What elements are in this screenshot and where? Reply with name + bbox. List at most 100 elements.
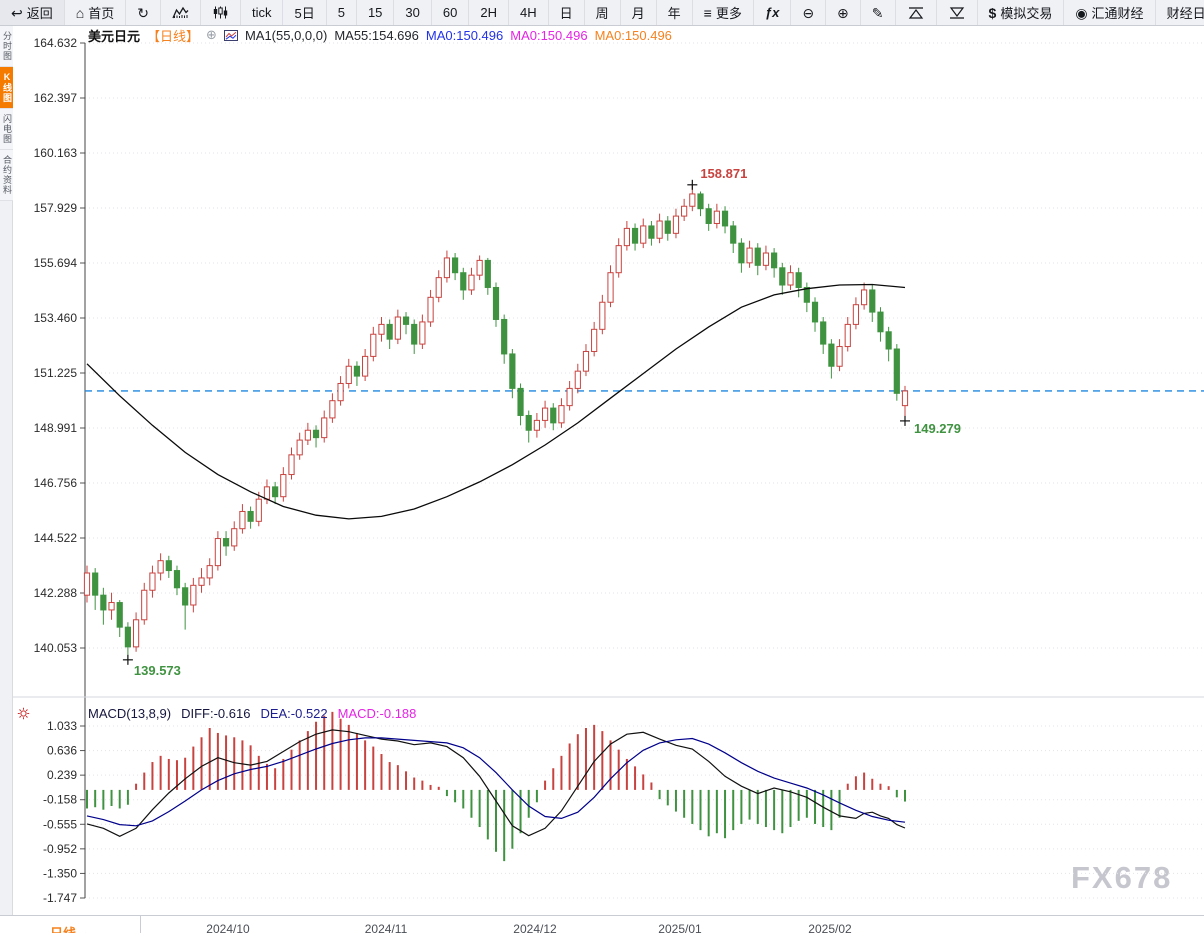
toolbar-item-marker-up[interactable]	[896, 0, 937, 25]
toolbar-item-more[interactable]: ≡ 更多	[693, 0, 754, 25]
macd-title: MACD(13,8,9)	[88, 705, 172, 721]
toolbar-item-period-week[interactable]: 周	[585, 0, 621, 25]
fx-indicator-icon: ƒx	[764, 5, 780, 20]
candle-chart-icon	[212, 6, 229, 19]
toolbar-item-period-2h[interactable]: 2H	[469, 0, 509, 25]
svg-text:160.163: 160.163	[34, 146, 78, 160]
draw-icon: ✎	[871, 4, 884, 21]
toolbar-item-label: 首页	[88, 6, 115, 21]
refresh-icon: ↻	[137, 4, 149, 21]
toolbar-item-label: 返回	[26, 6, 53, 21]
toolbar-item-period-5[interactable]: 5	[327, 0, 357, 25]
toolbar-item-period-year[interactable]: 年	[657, 0, 693, 25]
toolbar-item-label: 年	[667, 6, 681, 21]
toolbar-item-period-4h[interactable]: 4H	[509, 0, 549, 25]
toolbar-item-label: 更多	[715, 6, 742, 21]
home-icon: ⌂	[75, 4, 85, 21]
svg-text:-0.555: -0.555	[43, 817, 77, 831]
svg-text:0.636: 0.636	[47, 744, 77, 758]
bottom-bar: 日线 ▲ 2024/10 2024/11 2024/12 2025/01 2025/02	[0, 915, 1204, 933]
macd-settings-icon[interactable]	[17, 707, 30, 720]
toolbar-item-zoom-out[interactable]: ⊖	[791, 0, 827, 25]
time-axis-label: 2024/12	[513, 922, 557, 933]
svg-text:-1.747: -1.747	[43, 891, 77, 905]
toolbar: ↩ 返回 ⌂ 首页 ↻ tick 5日 5 15 30 60 2H 4H 日周月年 ≡ 更多 ƒx ⊖ ⊕ ✎ $ 模拟交…	[0, 0, 1204, 26]
toolbar-item-home[interactable]: ⌂ 首页	[65, 0, 127, 25]
toolbar-item-label: 日	[559, 6, 573, 21]
area-chart-icon	[172, 6, 189, 19]
marker-up-icon	[907, 6, 925, 20]
toolbar-item-label: 5	[337, 5, 345, 20]
time-axis-label: 2024/10	[206, 922, 250, 933]
svg-text:144.522: 144.522	[34, 531, 78, 545]
toolbar-item-label: 5日	[294, 6, 315, 21]
toolbar-item-marker-down[interactable]	[937, 0, 978, 25]
toolbar-item-label: 2H	[480, 5, 497, 20]
toolbar-item-period-5d[interactable]: 5日	[283, 0, 327, 25]
toolbar-item-period-30[interactable]: 30	[394, 0, 432, 25]
toolbar-item-period-day[interactable]: 日	[549, 0, 585, 25]
toolbar-item-period-month[interactable]: 月	[621, 0, 657, 25]
toolbar-item-back[interactable]: ↩ 返回	[0, 0, 65, 25]
svg-text:0.239: 0.239	[47, 768, 77, 782]
huitong-finance-icon: ◉	[1075, 4, 1088, 21]
toolbar-item-refresh[interactable]: ↻	[126, 0, 161, 25]
toolbar-item-zoom-in[interactable]: ⊕	[826, 0, 861, 25]
ma0-blue-value: MA0:150.496	[425, 27, 504, 43]
macd-dea-value: DEA:-0.522	[260, 705, 328, 721]
svg-text:140.053: 140.053	[34, 641, 78, 655]
toolbar-item-label: 15	[367, 5, 383, 20]
toolbar-item-draw[interactable]: ✎	[861, 0, 896, 25]
toolbar-item-area-chart[interactable]	[161, 0, 201, 25]
toolbar-item-fx-indicator[interactable]: ƒx	[754, 0, 792, 25]
toolbar-item-tick[interactable]: tick	[241, 0, 284, 25]
ma55-value: MA55:154.696	[334, 27, 419, 43]
toolbar-item-label: 60	[442, 5, 458, 20]
ma0-orange-value: MA0:150.496	[594, 27, 672, 43]
time-axis-label: 2024/11	[364, 922, 408, 933]
svg-text:155.694: 155.694	[34, 256, 78, 270]
svg-text:-0.158: -0.158	[43, 793, 77, 807]
toolbar-item-label: tick	[251, 5, 272, 20]
sidebar-tab-lightning[interactable]: 闪电图	[0, 109, 13, 150]
sidebar-tab-timeshare[interactable]: 分时图	[0, 26, 13, 67]
period-selector-label: 日线	[50, 926, 76, 933]
sidebar-tab-kline[interactable]: K线图	[0, 67, 13, 109]
toolbar-item-candle-chart[interactable]	[201, 0, 241, 25]
toolbar-item-label: 汇通财经	[1091, 6, 1144, 21]
svg-text:142.288: 142.288	[34, 586, 78, 600]
zoom-out-icon: ⊖	[802, 4, 815, 21]
price-macd-plot[interactable]: 164.632 162.397 160.163 157.929 155.694 153.4…	[13, 26, 1204, 915]
indicator-settings-icon[interactable]: ⊕	[206, 27, 217, 42]
svg-text:148.991: 148.991	[34, 421, 78, 435]
toolbar-item-huitong-finance[interactable]: ◉ 汇通财经	[1064, 0, 1156, 25]
macd-diff-value: DIFF:-0.616	[181, 705, 251, 721]
toolbar-item-label: 周	[595, 6, 609, 21]
period-selector[interactable]: 日线 ▲	[0, 916, 141, 933]
svg-text:157.929: 157.929	[34, 201, 78, 215]
symbol-name: 美元日元	[88, 28, 141, 44]
toolbar-item-sim-trade[interactable]: $ 模拟交易	[978, 0, 1065, 25]
marker-down-icon	[948, 6, 966, 20]
toolbar-item-label: 30	[405, 5, 420, 20]
svg-text:153.460: 153.460	[34, 311, 78, 325]
toolbar-item-finance-calendar[interactable]: 财经日历	[1156, 0, 1204, 25]
ma0-magenta-value: MA0:150.496	[510, 27, 588, 43]
fx678-watermark: FX678	[1071, 860, 1173, 895]
svg-text:149.279: 149.279	[914, 421, 961, 436]
svg-text:-0.952: -0.952	[43, 842, 77, 856]
back-icon: ↩	[11, 4, 23, 21]
macd-hist-value: MACD:-0.188	[337, 705, 417, 721]
svg-text:164.632: 164.632	[34, 36, 78, 50]
sidebar-tab-contract-info[interactable]: 合约资料	[0, 150, 13, 201]
more-icon: ≡	[703, 4, 712, 21]
zoom-in-icon: ⊕	[837, 4, 849, 21]
period-tag: 【日线】	[147, 28, 200, 44]
toolbar-item-period-60[interactable]: 60	[432, 0, 470, 25]
svg-text:162.397: 162.397	[34, 91, 78, 105]
toolbar-item-period-15[interactable]: 15	[357, 0, 395, 25]
chart-area: 美元日元 【日线】 ⊕ MA1(55,0,0,0) MA55:154.696 MA…	[13, 26, 1204, 915]
toolbar-item-label: 模拟交易	[1000, 6, 1053, 21]
toolbar-item-label: 月	[631, 6, 645, 21]
indicator-window-icon[interactable]	[223, 29, 238, 41]
